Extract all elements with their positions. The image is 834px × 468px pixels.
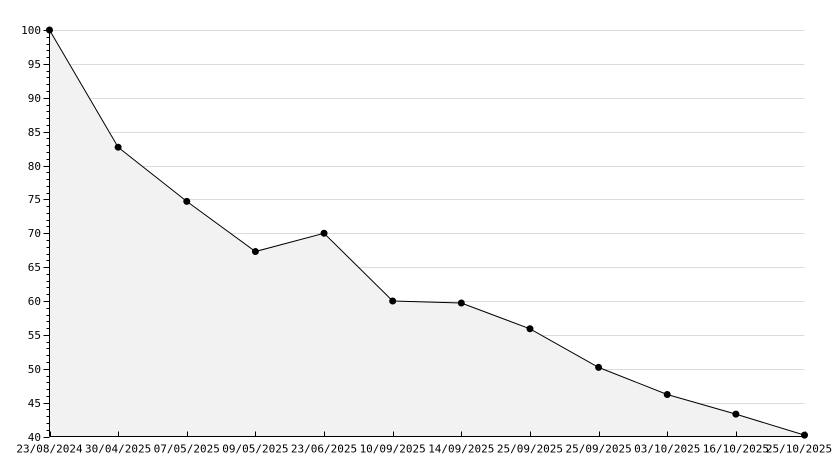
y-tick-label: 70 <box>28 227 41 240</box>
y-tick-label: 80 <box>28 160 41 173</box>
data-point-marker <box>732 410 740 418</box>
x-tick-label: 03/10/2025 <box>634 443 700 456</box>
y-tick-label: 40 <box>28 431 41 444</box>
y-tick-label: 90 <box>28 92 41 105</box>
data-point-marker <box>320 229 328 237</box>
y-tick-label: 85 <box>28 126 41 139</box>
x-tick-label: 09/05/2025 <box>222 443 288 456</box>
y-tick-label: 55 <box>28 329 41 342</box>
y-tick-label: 100 <box>21 24 41 37</box>
y-tick-label: 50 <box>28 363 41 376</box>
data-point-marker <box>251 248 259 256</box>
data-point-marker <box>663 390 671 398</box>
x-tick-label: 10/09/2025 <box>360 443 426 456</box>
x-tick-label: 23/06/2025 <box>291 443 357 456</box>
x-tick-label: 16/10/2025 <box>703 443 769 456</box>
data-point-marker <box>801 431 808 439</box>
x-tick-label: 14/09/2025 <box>428 443 494 456</box>
data-line <box>49 29 805 436</box>
data-point-marker <box>114 143 122 151</box>
x-tick-label: 07/05/2025 <box>154 443 220 456</box>
data-point-marker <box>526 325 534 333</box>
y-tick-label: 45 <box>28 397 41 410</box>
x-tick-label: 23/08/2024 <box>16 443 83 456</box>
data-point-marker <box>183 197 191 205</box>
data-point-marker <box>46 26 53 34</box>
y-tick-label: 65 <box>28 261 41 274</box>
x-tick-label: 25/09/2025 <box>565 443 631 456</box>
data-point-marker <box>389 297 397 305</box>
x-tick-label: 25/10/2025 <box>766 443 832 456</box>
x-tick-label: 30/04/2025 <box>85 443 151 456</box>
x-tick-label: 25/09/2025 <box>497 443 563 456</box>
data-point-marker <box>595 363 603 371</box>
chart-area-fill <box>49 30 805 437</box>
data-point-marker <box>457 299 465 307</box>
y-tick-label: 60 <box>28 295 41 308</box>
y-tick-label: 75 <box>28 193 41 206</box>
y-tick-label: 95 <box>28 58 41 71</box>
